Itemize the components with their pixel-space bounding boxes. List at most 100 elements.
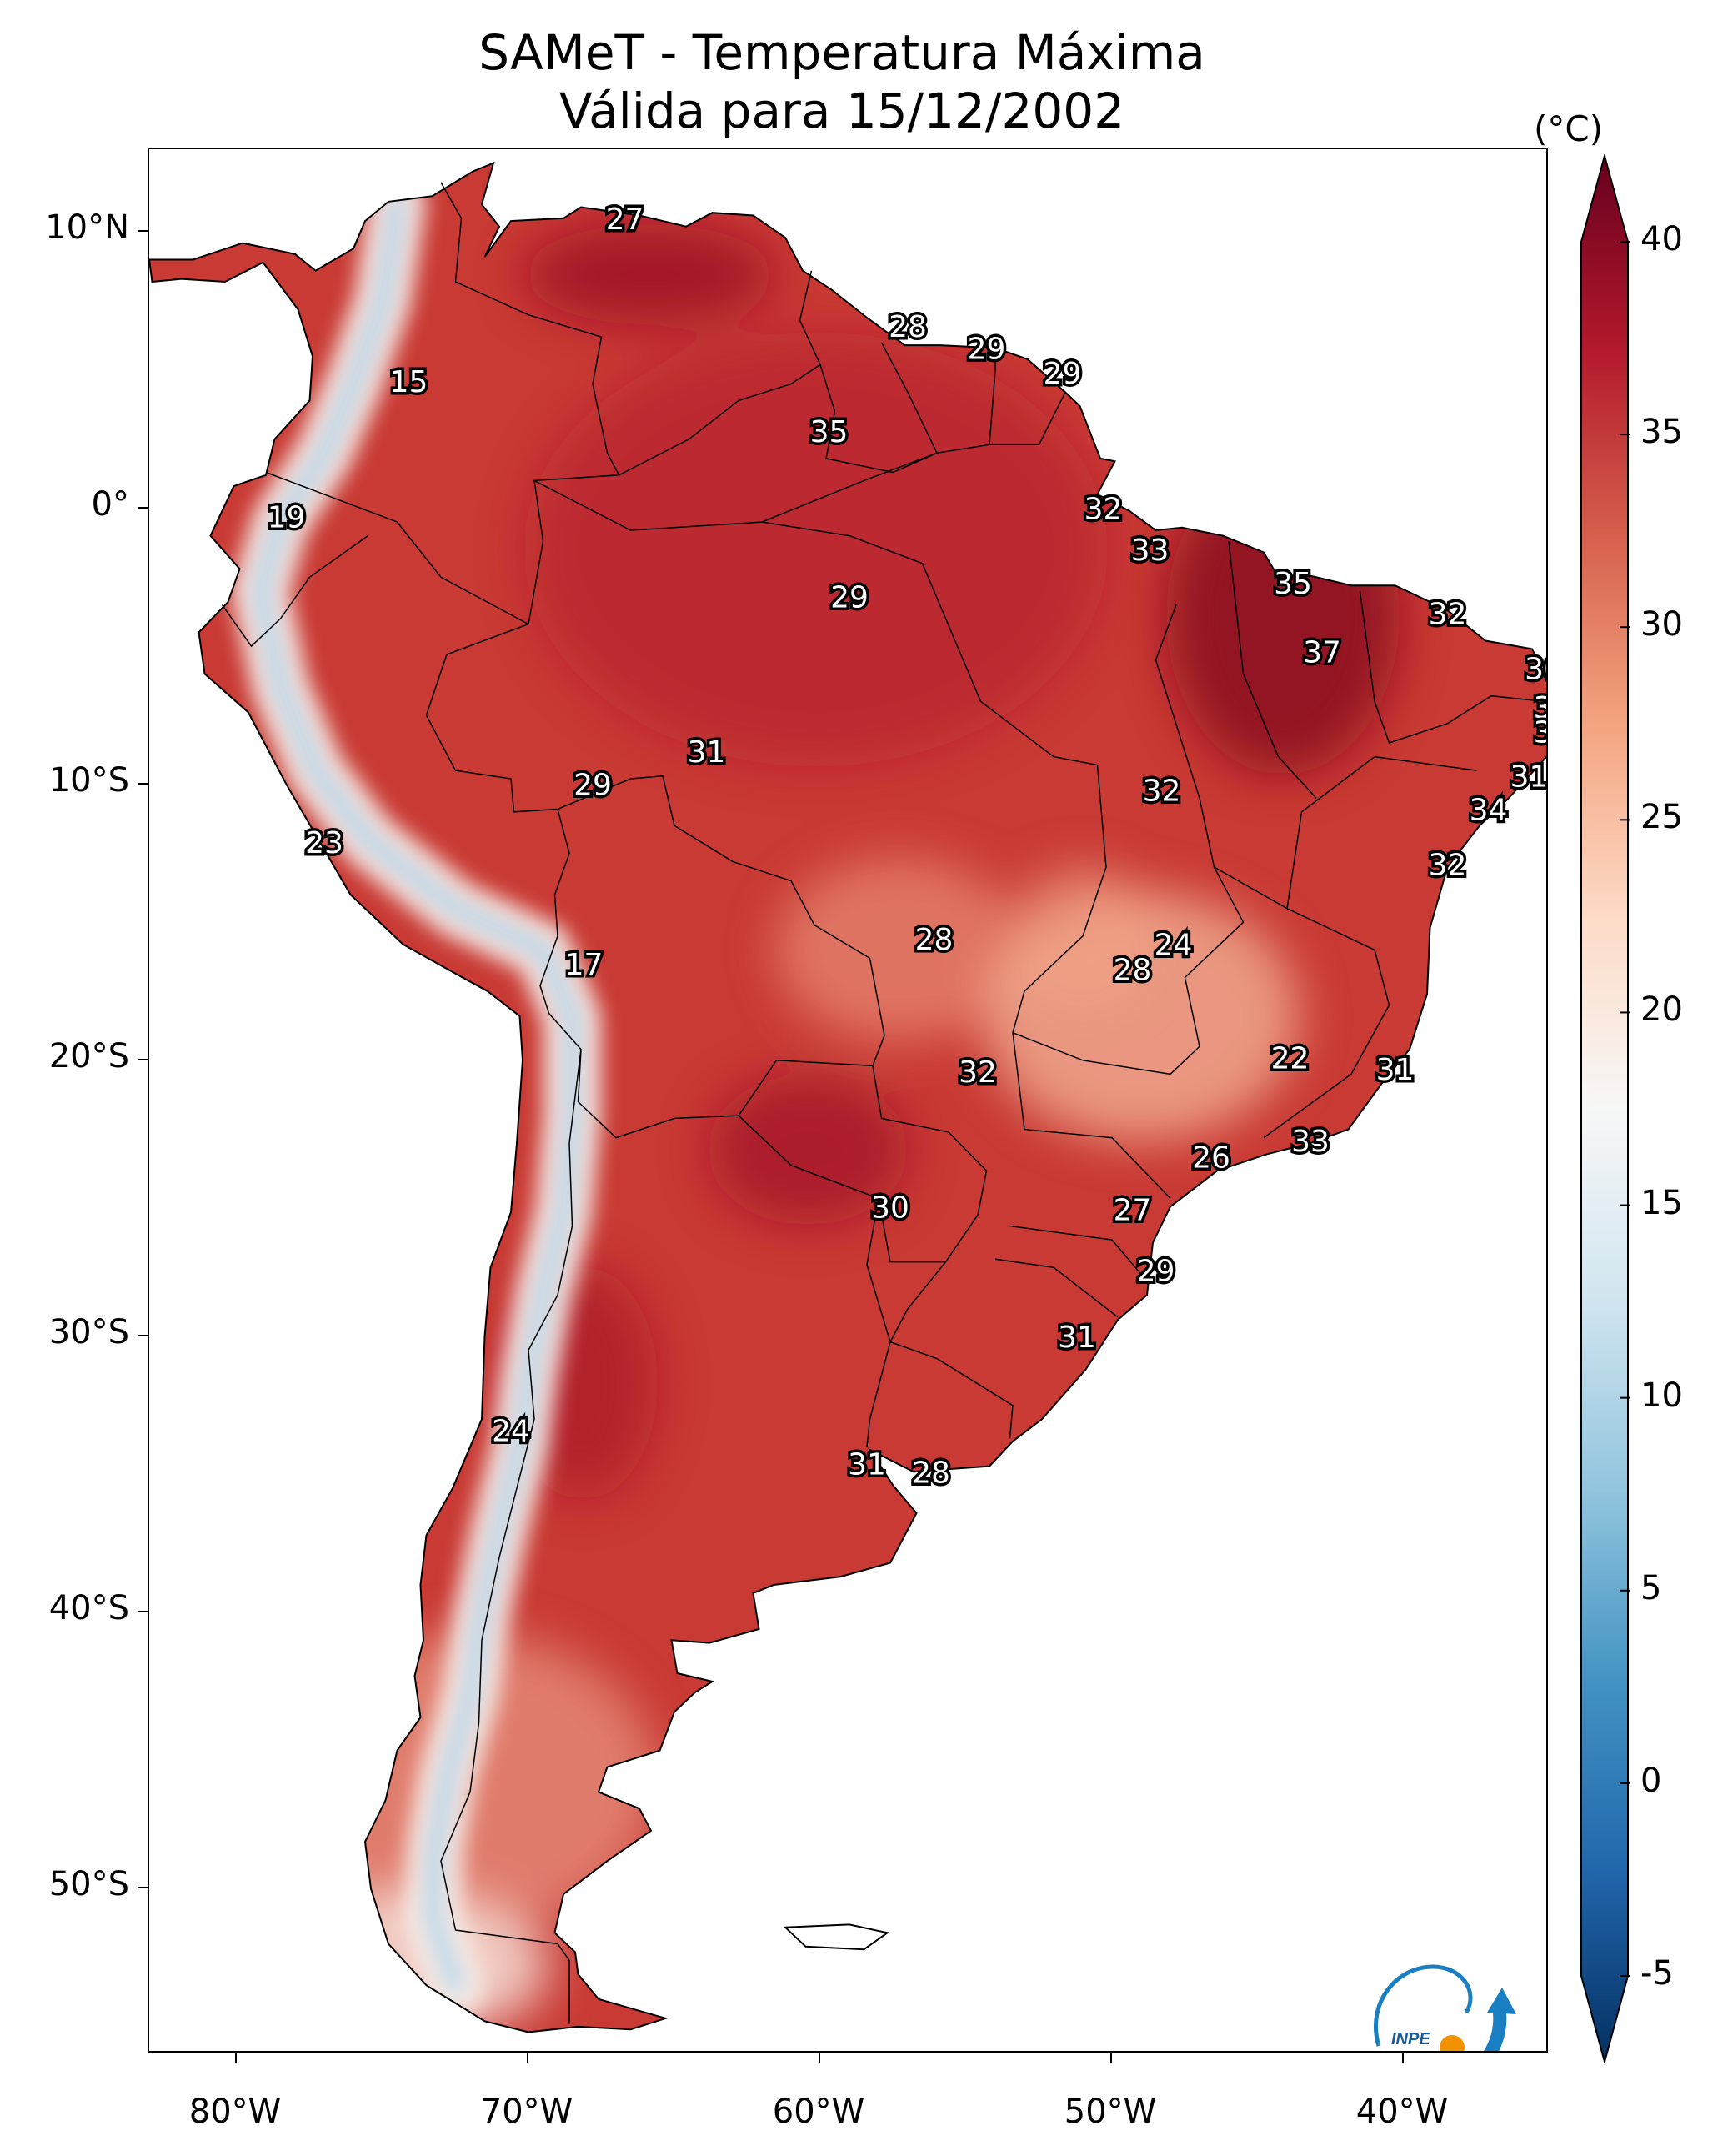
- lat-tick-label: 30°S: [48, 1312, 129, 1351]
- colorbar-tick-label: 25: [1640, 798, 1683, 837]
- lat-tick-mark: [138, 1611, 148, 1613]
- temperature-label: 24: [492, 1415, 530, 1449]
- temperature-label: 29: [1137, 1255, 1175, 1289]
- colorbar-tick-label: 40: [1640, 220, 1683, 258]
- colorbar-tick-label: 15: [1640, 1183, 1683, 1222]
- temperature-label: 29: [573, 769, 612, 803]
- warm-region-cerrado: [774, 858, 1024, 1041]
- temperature-label: 33: [1131, 534, 1170, 568]
- temperature-label: 19: [268, 500, 306, 534]
- map-title: SAMeT - Temperatura Máxima: [478, 24, 1205, 81]
- temperature-label: 28: [1114, 954, 1152, 988]
- lon-tick-mark: [819, 2053, 820, 2063]
- city-labels: 2728292915351932333529323730313131312932…: [264, 199, 1548, 1493]
- temperature-label: 22: [1271, 1042, 1310, 1076]
- warm-region-goias: [1008, 866, 1158, 1016]
- temperature-label: 31: [1376, 1053, 1415, 1087]
- lat-tick-label: 20°S: [48, 1036, 129, 1075]
- country-state-borders: [221, 182, 1545, 2024]
- colorbar-tick-label: 20: [1640, 990, 1683, 1030]
- land-area: [149, 161, 1546, 2033]
- lat-tick-label: 10°S: [48, 760, 129, 800]
- temperature-label: 24: [1155, 929, 1193, 963]
- lat-tick-mark: [138, 782, 148, 785]
- temperature-label: 34: [1470, 794, 1508, 828]
- colorbar-tick-label: 30: [1640, 605, 1683, 644]
- colorbar-gradient: [1580, 154, 1629, 2063]
- temperature-label: 31: [1534, 691, 1548, 725]
- temperature-label: 28: [915, 923, 954, 957]
- colorbar-tick-label: 35: [1640, 413, 1683, 452]
- logo-text: INPE: [1391, 2030, 1430, 2048]
- hot-region-amazon: [524, 333, 1108, 766]
- lat-tick-mark: [138, 506, 148, 509]
- temperature-label: 29: [968, 332, 1006, 366]
- inpe-logo: INPE: [1373, 1964, 1516, 2051]
- colorbar-tick-label: 5: [1640, 1568, 1662, 1607]
- hot-region-venezuela: [524, 224, 774, 324]
- temperature-label: 37: [1303, 636, 1341, 670]
- lon-tick-label: 80°W: [188, 2093, 282, 2131]
- temperature-label: 31: [1534, 716, 1548, 750]
- hot-region-northeast: [1166, 458, 1400, 775]
- map-panel: 2728292915351932333529323730313131312932…: [148, 148, 1548, 2053]
- lon-tick-mark: [235, 2053, 237, 2063]
- lon-tick-label: 60°W: [772, 2093, 865, 2131]
- colorbar-unit: (°C): [1534, 108, 1604, 149]
- falkland-islands: [783, 1923, 889, 1951]
- temperature-label: 32: [1084, 493, 1123, 527]
- lat-tick-label: 50°S: [48, 1865, 129, 1904]
- lat-tick-mark: [138, 1058, 148, 1060]
- temperature-label: 26: [1192, 1141, 1230, 1176]
- temperature-label: 31: [848, 1447, 886, 1482]
- map-subtitle: Válida para 15/12/2002: [558, 83, 1125, 139]
- temperature-label: 33: [1291, 1125, 1330, 1159]
- temperature-label: 28: [912, 1456, 950, 1490]
- hot-region-chaco: [708, 1075, 908, 1225]
- lon-tick-label: 40°W: [1355, 2093, 1449, 2131]
- logo-arrow-head: [1487, 1988, 1516, 2014]
- lon-tick-mark: [1402, 2053, 1404, 2063]
- temperature-label: 29: [830, 581, 869, 615]
- colorbar-ticks: [1620, 241, 1630, 1977]
- colorbar-tick-label: -5: [1640, 1954, 1674, 1993]
- colorbar-tick-label: 10: [1640, 1376, 1683, 1415]
- temperature-label: 31: [1058, 1321, 1096, 1355]
- lat-tick-label: 10°N: [45, 208, 129, 248]
- temperature-label: 35: [1274, 567, 1312, 601]
- lat-tick-mark: [138, 230, 148, 233]
- andes-coldest-band: [255, 199, 578, 1991]
- temperature-label: 32: [1143, 774, 1181, 808]
- temperature-label: 32: [959, 1055, 997, 1090]
- temperature-label: 31: [1510, 760, 1548, 795]
- temperature-label: 27: [1114, 1194, 1152, 1228]
- temperature-label: 30: [1525, 653, 1548, 687]
- temperature-label: 35: [810, 415, 849, 449]
- warm-region-southern-tip: [249, 1892, 549, 2033]
- lon-tick-label: 70°W: [480, 2093, 573, 2131]
- lon-tick-mark: [1110, 2053, 1112, 2063]
- lat-tick-mark: [138, 1887, 148, 1889]
- colorbar-tick-label: 0: [1640, 1761, 1662, 1800]
- temperature-map: 2728292915351932333529323730313131312932…: [149, 161, 1548, 2051]
- coastline: [149, 161, 1546, 2033]
- logo-arrow-arc: [1483, 2006, 1507, 2051]
- temperature-label: 15: [390, 365, 428, 399]
- logo-swirl: [1373, 1964, 1473, 2047]
- temperature-label: 30: [871, 1191, 909, 1225]
- logo-sun: [1440, 2035, 1465, 2051]
- temperature-label: 28: [889, 310, 927, 344]
- lat-tick-label: 0°: [91, 484, 129, 524]
- lat-tick-label: 40°S: [48, 1589, 129, 1628]
- temperature-label: 29: [1044, 357, 1082, 391]
- temperature-label: 27: [606, 203, 644, 237]
- lon-tick-label: 50°W: [1064, 2093, 1157, 2131]
- temperature-label: 32: [1429, 849, 1467, 883]
- temperature-label: 23: [305, 826, 343, 860]
- colorbar: [1580, 154, 1630, 2063]
- temperature-label: 17: [565, 948, 604, 982]
- lat-tick-mark: [138, 1334, 148, 1336]
- lon-tick-mark: [527, 2053, 528, 2063]
- temperature-label: 31: [688, 735, 726, 770]
- temperature-label: 32: [1429, 597, 1467, 631]
